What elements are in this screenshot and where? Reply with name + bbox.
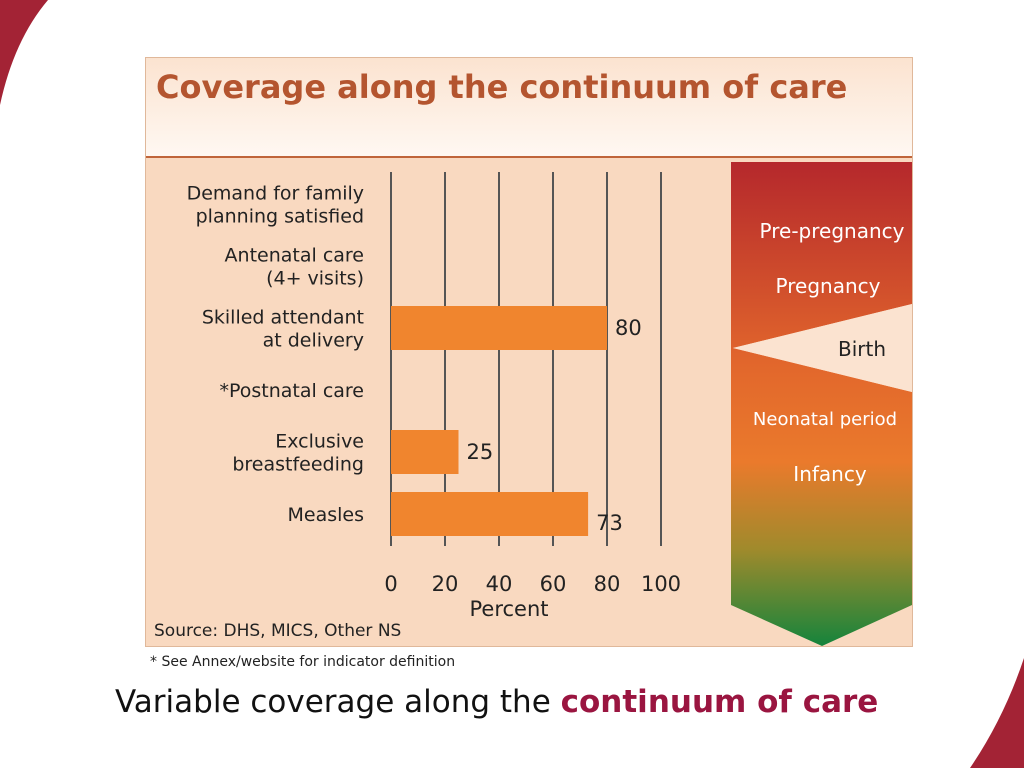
- stage-arrow-shape: [731, 162, 912, 646]
- title-band: Coverage along the continuum of care: [146, 58, 912, 158]
- x-tick-label: 100: [641, 572, 681, 596]
- category-label: *Postnatal care: [219, 380, 364, 402]
- caption-emphasis: continuum of care: [560, 684, 879, 720]
- gridlines: [390, 172, 662, 546]
- x-axis-label: Percent: [469, 597, 548, 621]
- chart-title: Coverage along the continuum of care: [156, 68, 848, 106]
- bar: [391, 306, 607, 350]
- bars: 80 25 73: [391, 306, 642, 536]
- category-label: Measles: [288, 504, 365, 526]
- stage-label-pre-pregnancy: Pre-pregnancy: [760, 219, 905, 243]
- corner-shape-bottom-right: [970, 658, 1024, 768]
- corner-decoration-top-left: [0, 0, 48, 105]
- caption-prefix: Variable coverage along the: [115, 684, 561, 720]
- data-label: 73: [596, 511, 623, 535]
- x-tick-label: 80: [594, 572, 621, 596]
- category-label: planning satisfied: [196, 206, 364, 228]
- corner-decoration-bottom-right: [970, 658, 1024, 768]
- birth-notch: [733, 304, 912, 392]
- x-tick-label: 20: [432, 572, 459, 596]
- category-label: Skilled attendant: [202, 307, 364, 329]
- stage-label-neonatal-period: Neonatal period: [753, 409, 897, 430]
- stage-label-infancy: Infancy: [793, 462, 867, 486]
- data-label: 80: [615, 316, 642, 340]
- caption: Variable coverage along the continuum of…: [115, 684, 878, 720]
- bar: [391, 492, 589, 536]
- category-label: Exclusive: [275, 431, 364, 453]
- source-note: Source: DHS, MICS, Other NS: [154, 621, 402, 641]
- corner-shape-top-left: [0, 0, 48, 105]
- bar: [391, 430, 459, 474]
- x-tick-label: 60: [540, 572, 567, 596]
- x-tick-labels: 0 20 40 60 80 100: [384, 572, 681, 596]
- chart-panel: Coverage along the continuum of care 80 2…: [145, 57, 913, 647]
- stage-label-pregnancy: Pregnancy: [776, 274, 881, 298]
- continuum-stage-arrow: [731, 162, 912, 646]
- category-label: Demand for family: [187, 183, 364, 205]
- footnote: * See Annex/website for indicator defini…: [150, 654, 456, 670]
- stage-label-birth: Birth: [838, 337, 886, 361]
- data-label: 25: [467, 440, 494, 464]
- category-label: at delivery: [263, 330, 364, 352]
- category-label: breastfeeding: [232, 454, 364, 476]
- category-label: (4+ visits): [266, 268, 364, 290]
- category-label: Antenatal care: [225, 245, 364, 267]
- x-tick-label: 0: [384, 572, 397, 596]
- x-tick-label: 40: [486, 572, 513, 596]
